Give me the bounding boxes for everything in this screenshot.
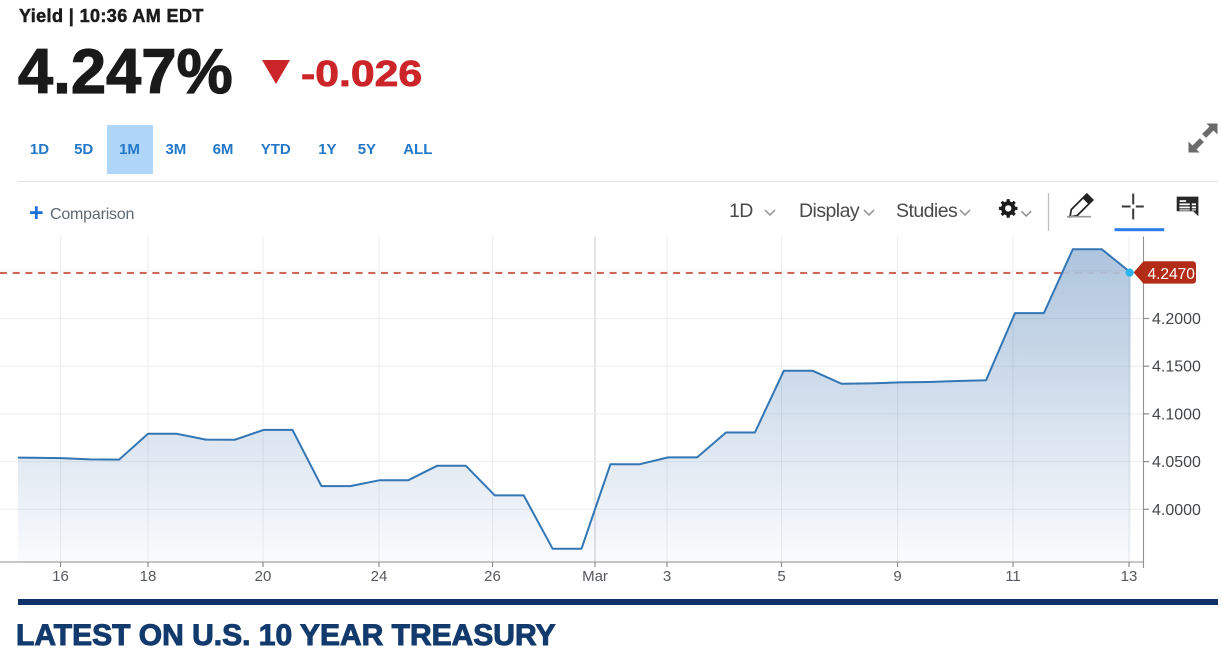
svg-text:9: 9 <box>893 568 901 585</box>
svg-text:5: 5 <box>777 568 785 585</box>
svg-text:3: 3 <box>663 568 671 585</box>
svg-text:11: 11 <box>1005 568 1021 585</box>
svg-text:4.0000: 4.0000 <box>1152 502 1201 519</box>
svg-text:16: 16 <box>52 568 69 585</box>
svg-text:4.2470: 4.2470 <box>1148 266 1196 283</box>
svg-text:4.2000: 4.2000 <box>1152 311 1201 328</box>
svg-text:18: 18 <box>140 568 157 585</box>
svg-text:24: 24 <box>371 568 388 585</box>
svg-text:4.1000: 4.1000 <box>1152 406 1201 423</box>
svg-text:4.1500: 4.1500 <box>1152 359 1201 376</box>
svg-text:Mar: Mar <box>582 568 608 585</box>
svg-text:13: 13 <box>1121 568 1138 585</box>
svg-text:4.0500: 4.0500 <box>1152 454 1201 471</box>
svg-text:20: 20 <box>255 568 272 585</box>
svg-text:26: 26 <box>484 568 501 585</box>
